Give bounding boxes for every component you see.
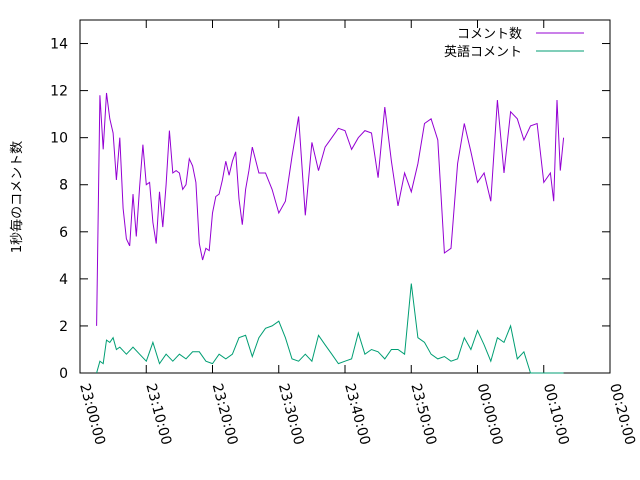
legend-label: 英語コメント (444, 44, 522, 60)
x-axis: 23:00:00 23:10:00 23:20:00 23:30:00 23:40:00… (76, 20, 638, 447)
y-axis: 0 2 4 6 8 10 12 14 (50, 37, 610, 382)
y-tick-label: 12 (50, 84, 68, 100)
series-line-0 (96, 92, 565, 326)
x-tick-label: 23:30:00 (275, 382, 307, 447)
x-tick-label: 00:10:00 (540, 382, 572, 447)
y-tick-label: 6 (59, 225, 68, 241)
y-tick-label: 2 (59, 319, 68, 335)
x-tick-label: 00:20:00 (606, 382, 638, 447)
x-tick-label: 23:50:00 (407, 382, 439, 447)
x-tick-label: 23:00:00 (76, 382, 108, 447)
series-line-1 (96, 283, 564, 374)
legend-label: コメント数 (457, 27, 522, 42)
series-layer (96, 92, 565, 374)
y-tick-label: 8 (59, 178, 68, 194)
y-tick-label: 14 (50, 37, 68, 53)
x-tick-label: 23:40:00 (341, 382, 373, 447)
y-axis-label: 1秒毎のコメント数 (9, 141, 25, 253)
x-tick-label: 00:00:00 (474, 382, 506, 447)
x-tick-label: 23:20:00 (209, 382, 241, 447)
x-tick-label: 23:10:00 (142, 382, 174, 447)
y-tick-label: 0 (59, 366, 68, 382)
y-tick-label: 4 (59, 272, 68, 288)
y-tick-label: 10 (50, 131, 68, 147)
